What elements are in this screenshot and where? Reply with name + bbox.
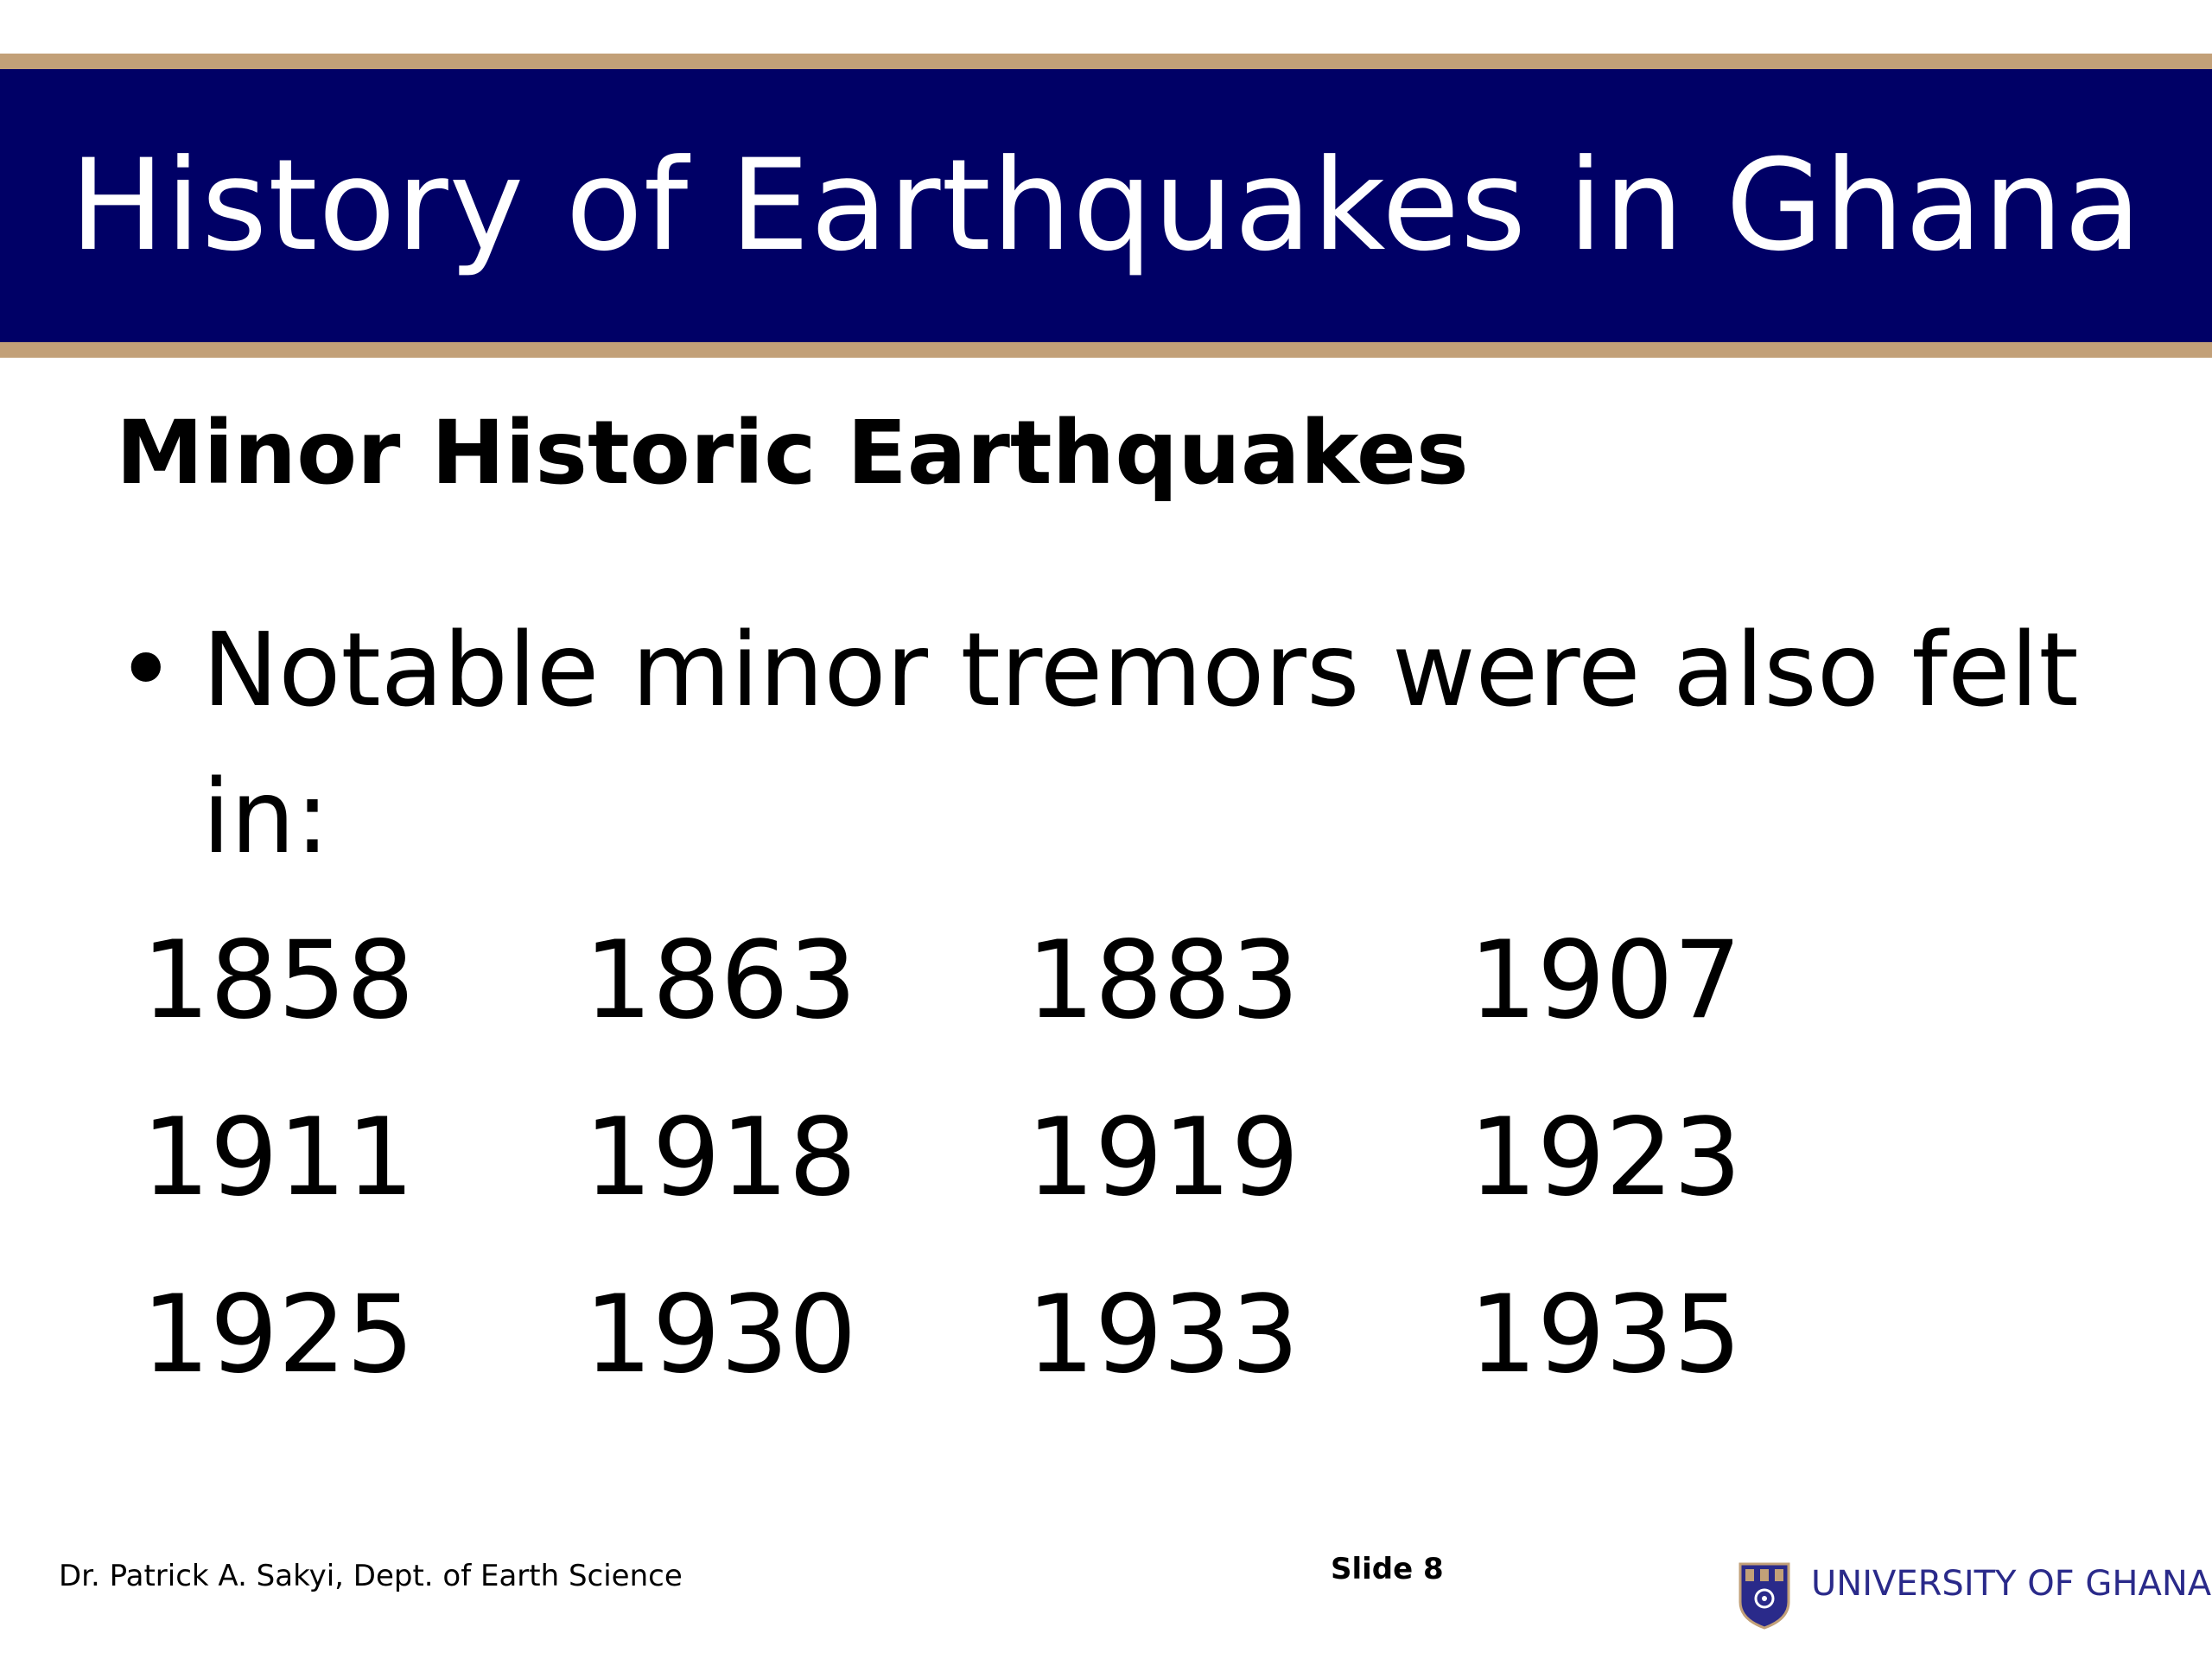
year-cell: 1930 [584,1273,857,1397]
year-cell: 1883 [1027,918,1300,1043]
years-grid: 1858 1863 1883 1907 1911 1918 1919 1923 … [142,920,1815,1452]
footer-author: Dr. Patrick A. Sakyi, Dept. of Earth Sci… [59,1559,683,1593]
year-cell: 1911 [142,1096,415,1220]
university-crest-icon [1738,1562,1790,1630]
slide-number: Slide 8 [1331,1552,1444,1586]
year-cell: 1925 [142,1273,415,1397]
year-cell: 1863 [584,918,857,1043]
year-cell: 1858 [142,918,415,1043]
university-name: UNIVERSITY OF GHANA [1811,1564,2212,1604]
year-cell: 1923 [1469,1096,1742,1220]
year-cell: 1935 [1469,1273,1742,1397]
year-cell: 1919 [1027,1096,1300,1220]
bullet-text: Notable minor tremors were also felt in: [202,610,2079,876]
bullet-item: • Notable minor tremors were also felt i… [116,596,2103,890]
year-cell: 1907 [1469,918,1742,1043]
year-cell: 1918 [584,1096,857,1220]
slide-title: History of Earthquakes in Ghana [69,132,2143,279]
slide-subtitle: Minor Historic Earthquakes [116,402,1469,505]
title-band: History of Earthquakes in Ghana [0,54,2212,358]
bullet-icon: • [116,610,176,729]
year-cell: 1933 [1027,1273,1300,1397]
